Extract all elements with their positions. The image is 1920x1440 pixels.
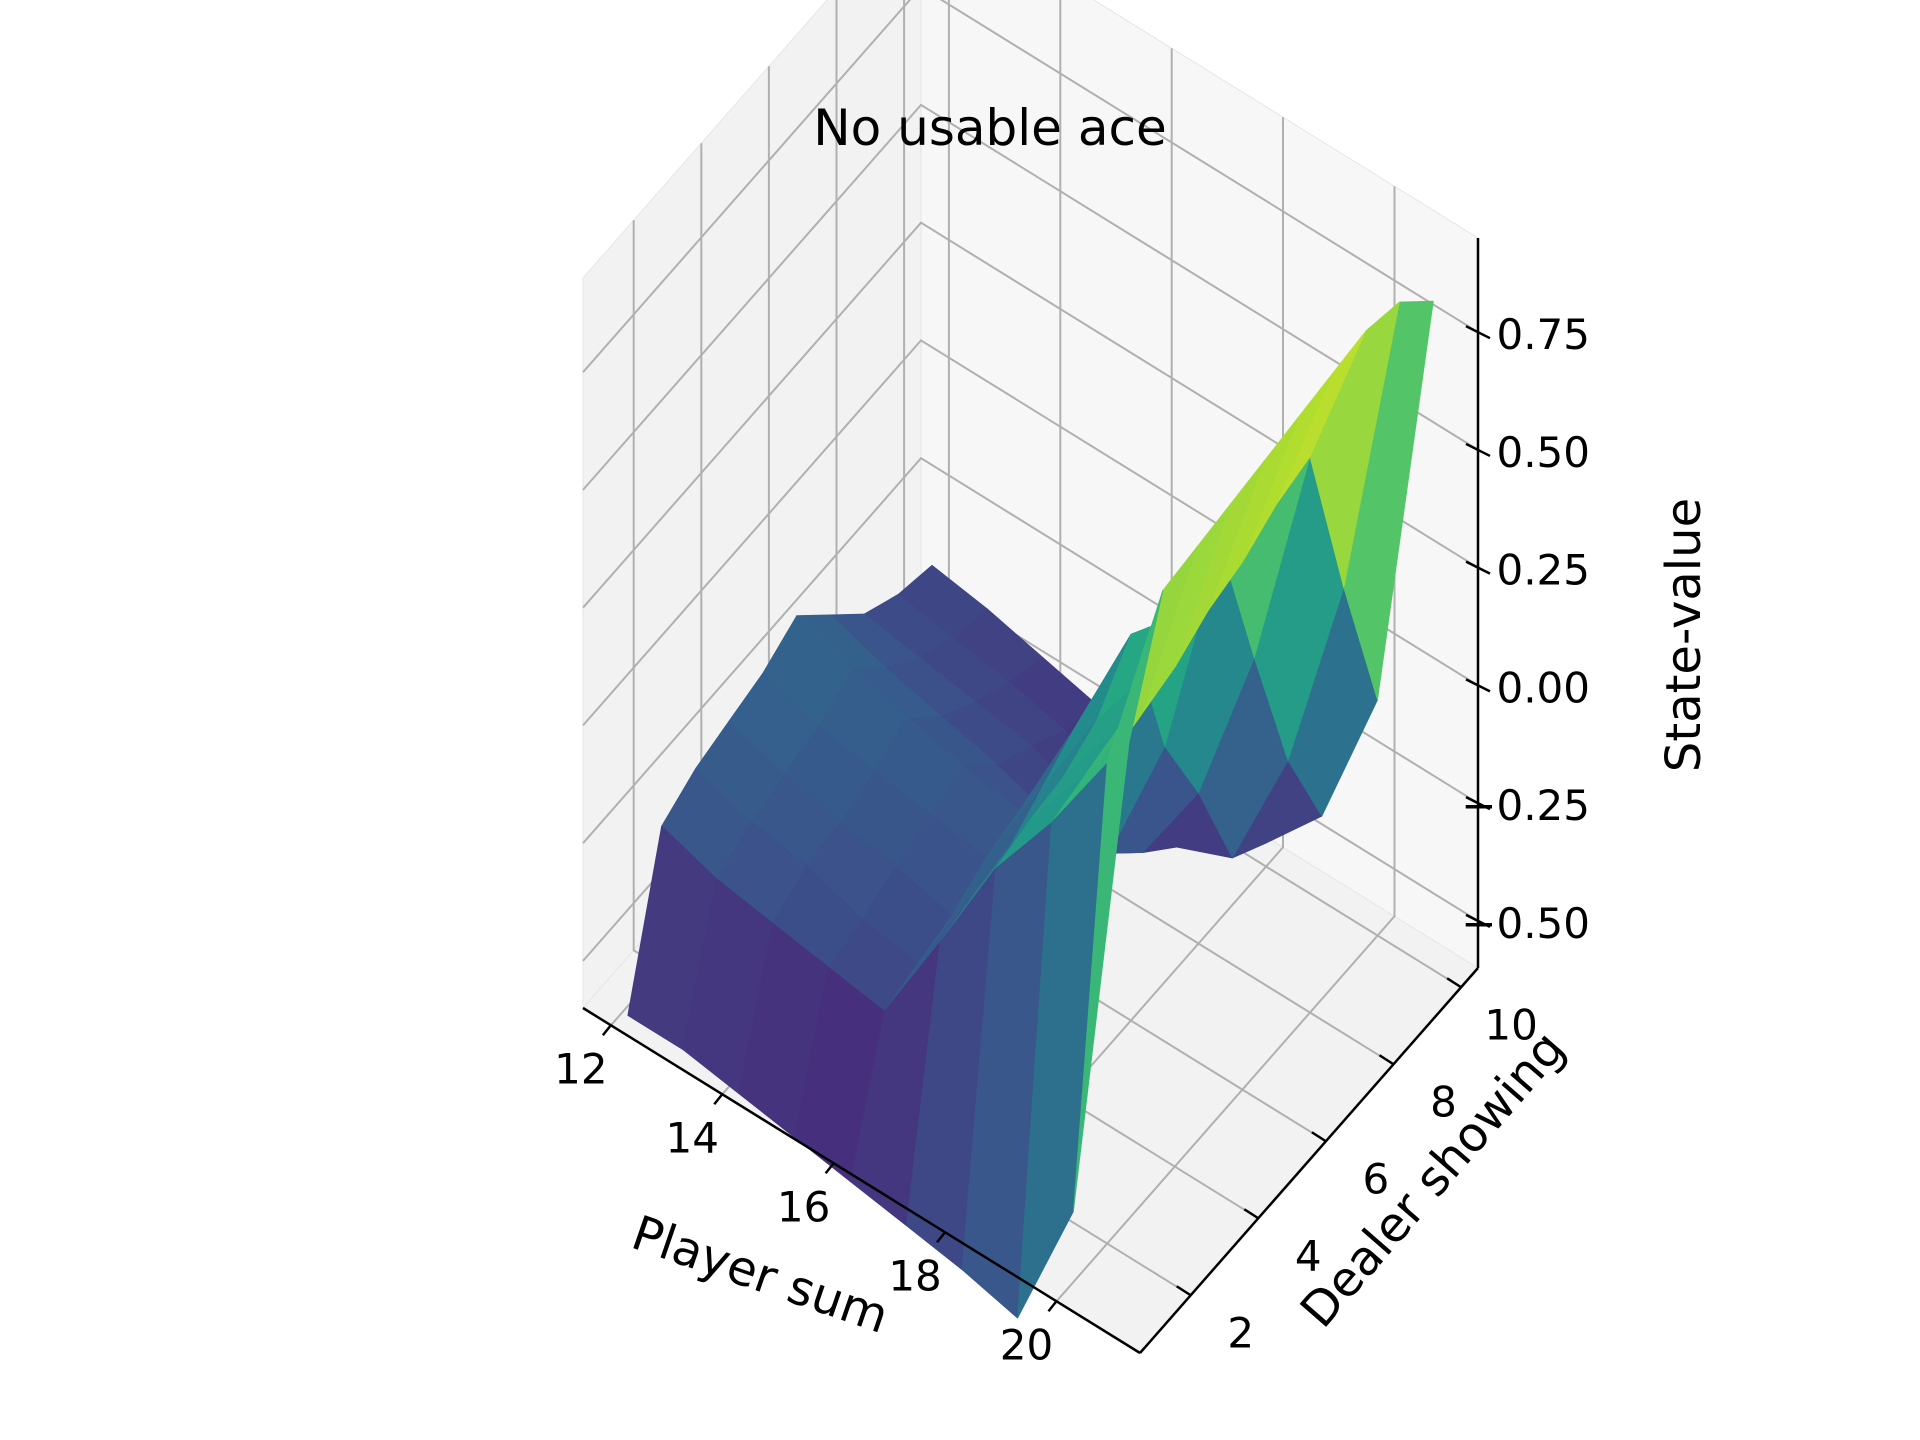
z-tick-label: −0.25 (1461, 781, 1590, 830)
z-gridline (582, 0, 1479, 373)
z-tick (1465, 796, 1491, 811)
z-tick-label: −0.50 (1461, 899, 1590, 948)
y-tick-label: 10 (1484, 1000, 1537, 1049)
z-axis-label: State-value (1656, 498, 1712, 772)
y-tick (1378, 1054, 1395, 1066)
z-tick (1465, 442, 1491, 458)
axis-lines (582, 238, 1491, 1355)
x-tick-label: 12 (554, 1044, 607, 1093)
y-tick-label: 4 (1295, 1231, 1322, 1280)
x-tick-label: 20 (1000, 1320, 1053, 1369)
z-tick-label: 0.00 (1496, 663, 1590, 712)
z-tick-label: 0.75 (1496, 310, 1590, 359)
y-tick (1446, 977, 1462, 989)
y-tick (1176, 1285, 1192, 1297)
surface-mesh (627, 300, 1434, 1319)
y-tick-label: 6 (1363, 1154, 1390, 1203)
y-tick (1243, 1208, 1259, 1220)
y-tick-label: 8 (1430, 1077, 1457, 1126)
chart-title: No usable ace (813, 99, 1166, 157)
x-tick (1047, 1300, 1058, 1313)
z-tick (1465, 325, 1491, 340)
x-tick-label: 14 (666, 1113, 719, 1162)
x-tick (936, 1231, 947, 1244)
y-axis-line (1139, 967, 1479, 1354)
z-tick-label: 0.25 (1496, 546, 1590, 595)
x-tick (713, 1093, 724, 1106)
z-tick (1465, 678, 1491, 693)
x-tick (824, 1162, 835, 1175)
z-tick (1465, 560, 1491, 575)
x-tick-label: 16 (777, 1182, 830, 1231)
z-tick-label: 0.50 (1496, 428, 1590, 477)
x-axis-label: Player sum (625, 1205, 896, 1345)
x-tick (601, 1024, 612, 1037)
z-tick (1465, 913, 1491, 929)
z-gridline (582, 103, 1479, 491)
y-tick-label: 2 (1227, 1308, 1254, 1357)
y-tick (1311, 1131, 1327, 1143)
x-tick-label: 18 (888, 1251, 941, 1300)
x-axis-line (582, 1006, 1141, 1355)
surface-patch (1073, 590, 1164, 1212)
